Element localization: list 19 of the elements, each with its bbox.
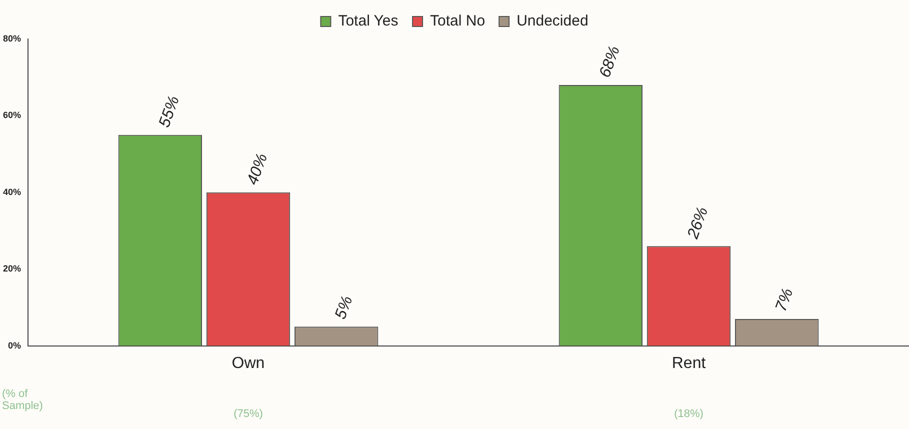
data-label: 26% <box>684 205 712 242</box>
data-label: 7% <box>772 286 797 314</box>
data-label: 5% <box>332 294 356 322</box>
y-tick-label: 20% <box>3 264 22 274</box>
y-tick-label: 40% <box>3 186 22 197</box>
text: (18%) <box>673 408 704 420</box>
text: (75%) <box>232 408 264 420</box>
y-tick-label: 60% <box>3 110 22 120</box>
legend-label: Total No <box>430 12 486 30</box>
data-label: 68% <box>596 44 624 80</box>
y-tick-label: 80% <box>3 33 22 44</box>
text: (% of Sample) <box>2 388 44 412</box>
x-tick-label: Own <box>232 354 265 372</box>
legend-label: Undecided <box>516 12 588 30</box>
legend-label: Total Yes <box>338 12 398 30</box>
y-tick-label: 0% <box>8 340 22 350</box>
data-label: 55% <box>156 94 184 130</box>
x-tick-label: Rent <box>672 354 706 372</box>
data-label: 40% <box>244 151 272 188</box>
